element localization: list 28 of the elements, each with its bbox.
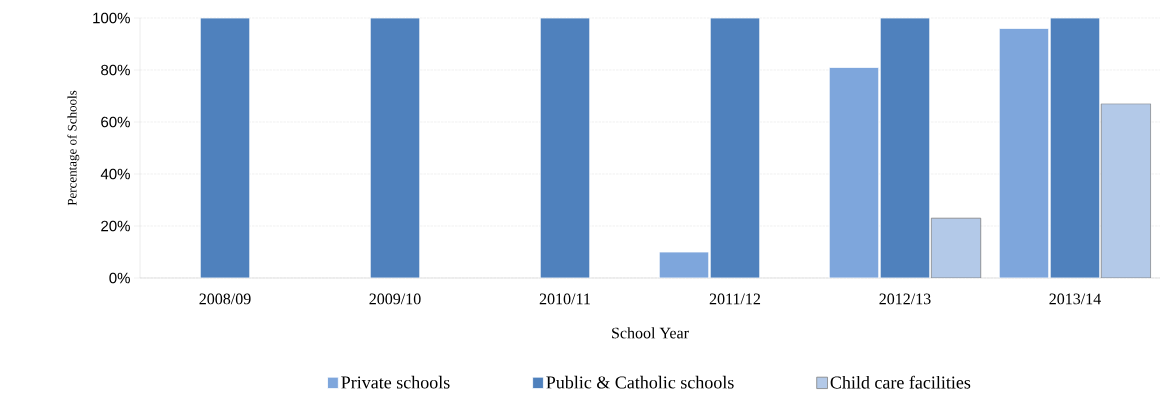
y-tick-label: 20% [101,220,130,232]
legend-label: Child care facilities [830,375,971,389]
bar [199,18,251,278]
legend-label: Private schools [341,375,450,389]
x-tick-label: 2011/12 [709,293,761,305]
y-tick-label: 0% [109,272,130,284]
y-axis-title: Percentage of Schools [67,90,80,206]
bar [1100,103,1152,278]
bar [539,18,591,278]
y-tick-label: 60% [101,116,130,128]
x-tick-label: 2008/09 [199,293,251,305]
x-tick-label: 2009/10 [369,293,421,305]
bar [658,251,710,278]
y-tick-label: 100% [93,12,130,24]
legend-label: Public & Catholic schools [546,375,734,389]
bar [828,66,880,278]
bar [709,18,761,278]
y-tick-label: 40% [100,168,130,180]
bar [1049,18,1101,278]
bar [998,27,1050,278]
x-tick-label: 2010/11 [539,293,590,305]
x-tick-label: 2013/14 [1049,293,1101,305]
x-axis-title: School Year [612,327,689,339]
x-tick-label: 2012/13 [879,293,931,305]
bar [879,18,931,278]
bar [930,217,982,278]
bar [369,18,421,278]
y-tick-label: 80% [101,64,130,76]
